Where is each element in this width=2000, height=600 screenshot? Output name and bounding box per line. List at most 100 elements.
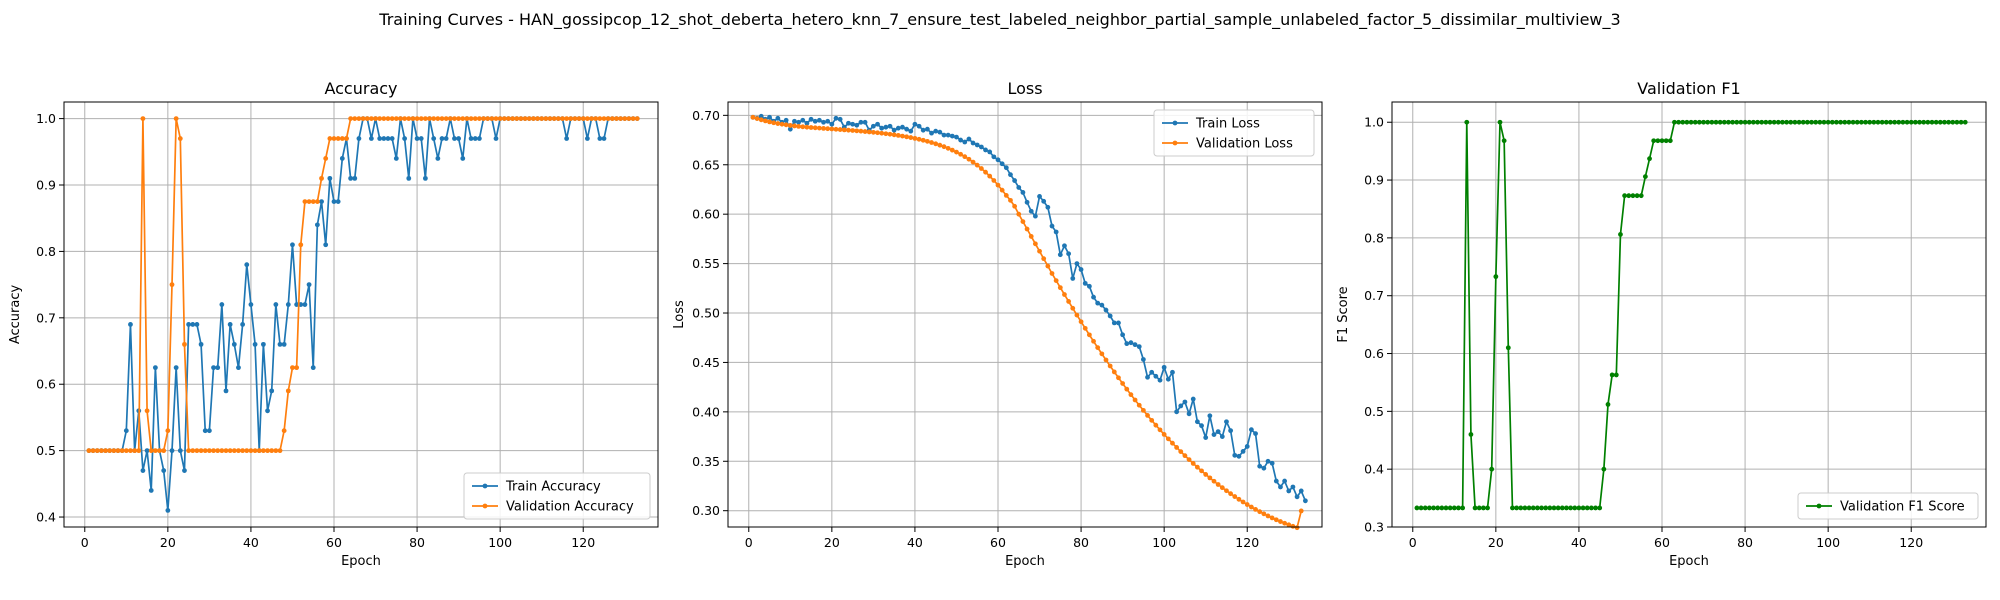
- x-tick-label: 20: [160, 535, 176, 550]
- legend-swatch-marker: [482, 503, 488, 509]
- loss-data-point: [858, 119, 864, 125]
- accuracy-data-point: [485, 116, 491, 121]
- loss-data-point: [879, 125, 885, 131]
- loss-data-point: [1053, 278, 1059, 283]
- validation-f1-data-point: [1605, 402, 1611, 407]
- loss-data-point: [1045, 263, 1051, 269]
- loss-data-point: [866, 129, 872, 135]
- accuracy-data-point: [107, 448, 113, 454]
- accuracy-data-point: [506, 116, 511, 121]
- loss-data-point: [787, 126, 793, 132]
- y-tick-label: 0.9: [36, 178, 56, 193]
- validation-f1-data-point: [1867, 119, 1873, 125]
- accuracy-data-point: [493, 116, 499, 121]
- accuracy-data-point: [211, 448, 216, 454]
- accuracy-data-point: [584, 136, 590, 141]
- loss-data-point: [775, 115, 781, 121]
- loss-data-point: [904, 126, 910, 132]
- loss-data-point: [1224, 488, 1229, 494]
- loss-data-point: [850, 128, 856, 133]
- loss-data-point: [829, 121, 835, 127]
- accuracy-data-point: [256, 448, 262, 454]
- loss-data-point: [1111, 320, 1117, 326]
- loss-data-point: [1186, 457, 1192, 462]
- validation-f1-data-point: [1834, 119, 1839, 125]
- accuracy-data-point: [560, 116, 565, 121]
- loss-data-point: [1228, 428, 1234, 434]
- accuracy-data-point: [348, 175, 354, 181]
- loss-data-point: [1062, 292, 1067, 297]
- x-tick-label: 40: [907, 535, 923, 550]
- accuracy-data-point: [447, 116, 453, 121]
- accuracy-data-point: [435, 156, 441, 161]
- loss-data-point: [1278, 519, 1283, 524]
- accuracy-data-point: [302, 199, 308, 205]
- validation-f1-data-point: [1435, 505, 1441, 511]
- loss-data-point: [808, 125, 814, 130]
- y-tick-label: 0.30: [692, 503, 720, 518]
- accuracy-data-point: [269, 388, 275, 394]
- loss-data-point: [808, 116, 814, 122]
- loss-data-point: [1236, 496, 1242, 502]
- loss-data-point: [833, 126, 839, 132]
- loss-data-point: [1219, 434, 1225, 439]
- accuracy-legend: Train Accuracy Validation Accuracy: [463, 472, 651, 520]
- accuracy-data-point: [572, 116, 578, 121]
- loss-data-point: [891, 132, 897, 138]
- validation-f1-data-point: [1680, 119, 1686, 125]
- validation-f1-data-point: [1530, 505, 1536, 511]
- loss-data-point: [908, 135, 914, 140]
- loss-data-point: [812, 118, 818, 124]
- loss-data-point: [1032, 213, 1038, 219]
- accuracy-data-point: [427, 116, 432, 121]
- loss-data-point: [1170, 369, 1175, 375]
- validation-f1-data-point: [1842, 119, 1848, 125]
- validation-f1-data-point: [1730, 119, 1736, 125]
- loss-data-point: [1057, 285, 1063, 291]
- accuracy-data-point: [144, 448, 150, 454]
- accuracy-data-point: [281, 428, 287, 434]
- legend-swatch-marker: [1816, 503, 1822, 509]
- validation-f1-data-point: [1946, 119, 1952, 125]
- validation-f1-data-point: [1738, 119, 1744, 125]
- loss-data-point: [1037, 193, 1042, 199]
- loss-data-point: [1149, 417, 1155, 423]
- loss-data-point: [841, 127, 847, 133]
- loss-data-point: [1248, 504, 1254, 510]
- loss-data-point: [1136, 402, 1142, 408]
- validation-f1-data-point: [1651, 138, 1657, 144]
- accuracy-data-point: [393, 156, 399, 161]
- validation-f1-data-point: [1414, 505, 1420, 511]
- validation-f1-data-point: [1485, 505, 1490, 511]
- loss-data-point: [1012, 178, 1018, 183]
- accuracy-data-point: [489, 116, 495, 121]
- accuracy-data-point: [364, 116, 370, 121]
- loss-data-point: [1028, 208, 1034, 214]
- loss-data-point: [1178, 449, 1184, 454]
- legend-entry-label: Validation F1 Score: [1840, 500, 1965, 515]
- y-tick-label: 0.6: [1364, 346, 1384, 361]
- accuracy-data-point: [260, 341, 266, 347]
- accuracy-data-point: [393, 116, 399, 121]
- loss-data-point: [937, 142, 943, 148]
- accuracy-data-point: [389, 116, 395, 121]
- legend-swatch-marker: [1172, 140, 1178, 146]
- accuracy-data-point: [248, 302, 254, 307]
- y-tick-label: 0.4: [1364, 462, 1384, 477]
- loss-data-point: [1157, 427, 1163, 433]
- validation-f1-data-point: [1439, 505, 1445, 511]
- loss-data-point: [974, 162, 980, 168]
- loss-data-point: [954, 149, 959, 155]
- accuracy-data-point: [265, 408, 270, 414]
- loss-data-point: [1257, 463, 1263, 469]
- loss-data-point: [1244, 502, 1250, 507]
- loss-data-point: [758, 117, 764, 123]
- loss-data-point: [1145, 374, 1150, 380]
- loss-data-point: [1082, 325, 1088, 331]
- loss-data-point: [949, 133, 955, 139]
- accuracy-data-point: [526, 116, 532, 121]
- accuracy-data-point: [215, 365, 221, 371]
- accuracy-data-point: [476, 136, 482, 141]
- accuracy-data-point: [240, 448, 246, 454]
- x-tick-label: 120: [571, 535, 595, 550]
